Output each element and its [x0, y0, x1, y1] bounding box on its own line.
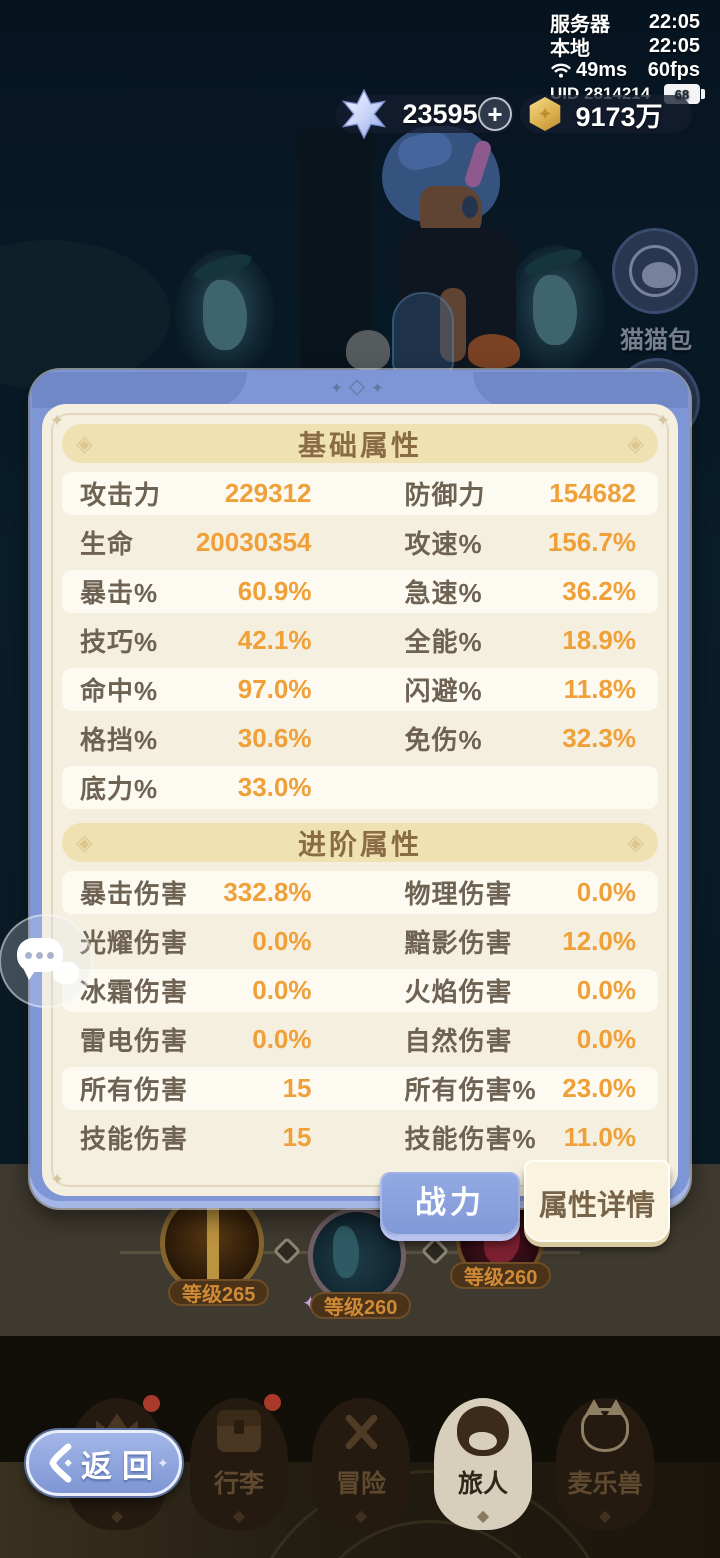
- stat-row: 暴击% 60.9% 急速% 36.2%: [62, 570, 658, 613]
- nav-label-luggage: 行李: [213, 1470, 264, 1498]
- diamond-icon: ◆: [476, 1508, 490, 1525]
- level-badge: 等级260: [310, 1292, 412, 1319]
- crossed-swords-icon: [341, 1410, 381, 1454]
- notification-dot: [264, 1394, 281, 1411]
- diamond-icon: ◈: [627, 431, 644, 456]
- diamond-icon: ◈: [76, 431, 93, 456]
- fox-critter: [468, 334, 520, 368]
- sparkle-icon: ✦: [157, 1454, 169, 1471]
- wifi-icon: [550, 63, 572, 78]
- basic-title: 基础属性: [297, 429, 422, 461]
- pet-slot-1[interactable]: [160, 1191, 264, 1295]
- nav-label-pet: 麦乐兽: [567, 1470, 643, 1498]
- traveler-icon: [457, 1406, 509, 1456]
- stat-row: 生命 20030354 攻速% 156.7%: [80, 527, 636, 559]
- nav-label-traveler: 旅人: [457, 1470, 508, 1498]
- luggage-icon: [217, 1410, 261, 1452]
- diamond-icon: ◈: [76, 830, 93, 855]
- server-time: 22:05: [648, 10, 700, 33]
- diamond-icon: ◆: [232, 1508, 246, 1525]
- stat-row: 格挡% 30.6% 免伤% 32.3%: [80, 723, 636, 755]
- level-badge: 等级265: [168, 1279, 270, 1306]
- nav-label-adventure: 冒险: [335, 1470, 386, 1498]
- diamond-icon: ◆: [598, 1508, 612, 1525]
- tab-attribute-detail[interactable]: 属性详情: [524, 1160, 670, 1242]
- star-currency-pill[interactable]: 23595 +: [336, 89, 514, 139]
- level-badge: 等级260: [450, 1262, 552, 1289]
- fps-value: 60fps: [647, 58, 700, 81]
- stat-row: 底力% 33.0%: [62, 766, 658, 809]
- chat-button[interactable]: [0, 914, 93, 1008]
- stat-row: 暴击伤害 332.8% 物理伤害 0.0%: [62, 871, 658, 914]
- chat-bubble-small-icon: [53, 962, 79, 984]
- ping-value: 49ms: [576, 58, 628, 81]
- dragon-pet-right: [505, 244, 605, 375]
- section-header-advanced: ◈ 进阶属性 ◈: [62, 823, 658, 862]
- local-label: 本地: [550, 37, 590, 60]
- back-label: 返回: [81, 1448, 163, 1484]
- section-header-basic: ◈ 基础属性 ◈: [62, 424, 658, 463]
- diamond-icon: ◈: [627, 830, 644, 855]
- diamond-icon: ◆: [354, 1508, 368, 1525]
- panel-corner-decoration: [32, 372, 247, 408]
- cat-bag-icon: [629, 245, 681, 297]
- stat-row: 雷电伤害 0.0% 自然伤害 0.0%: [80, 1024, 636, 1056]
- chat-dots-icon: [25, 952, 54, 959]
- stat-row: 冰霜伤害 0.0% 火焰伤害 0.0%: [62, 969, 658, 1012]
- nav-item-adventure[interactable]: 冒险 ◆: [312, 1398, 410, 1530]
- nav-item-traveler[interactable]: 旅人 ◆: [434, 1398, 532, 1530]
- star-amount: 23595: [402, 98, 478, 129]
- stat-row: 技巧% 42.1% 全能% 18.9%: [80, 625, 636, 657]
- glass-dome: [392, 292, 454, 372]
- local-time: 22:05: [648, 34, 700, 57]
- advanced-title: 进阶属性: [297, 828, 422, 860]
- notification-dot: [143, 1395, 160, 1412]
- panel-top-diamonds-icon: ✦◇✦: [330, 375, 390, 398]
- cat-icon: [581, 1399, 629, 1452]
- add-star-button[interactable]: +: [478, 97, 512, 131]
- dragon-pet-left: [175, 249, 275, 380]
- stat-row: 技能伤害 15 技能伤害% 11.0%: [80, 1122, 636, 1154]
- coin-currency-pill[interactable]: ✦ 9173万: [520, 95, 692, 133]
- stat-row: 所有伤害 15 所有伤害% 23.0%: [62, 1067, 658, 1110]
- cat-bag-button[interactable]: [612, 228, 698, 314]
- character-eye: [462, 196, 478, 218]
- panel-corner-decoration: [473, 372, 688, 408]
- status-overlay: 服务器 22:05 本地 22:05 49ms 60fps UID 2814214 …: [550, 10, 705, 106]
- stat-row: 光耀伤害 0.0% 黯影伤害 12.0%: [80, 926, 636, 958]
- tab-power[interactable]: 战力: [380, 1172, 520, 1236]
- cat-bag-label: 猫猫包: [620, 327, 692, 354]
- stat-row: 攻击力 229312 防御力 154682: [62, 472, 658, 515]
- back-chevron-icon: [49, 1443, 72, 1483]
- stat-row: 命中% 97.0% 闪避% 11.8%: [62, 668, 658, 711]
- diamond-icon: ◆: [110, 1508, 124, 1525]
- coin-amount: 9173万: [575, 101, 663, 132]
- star-currency-icon: [341, 89, 387, 139]
- nav-item-luggage[interactable]: 行李 ◆: [190, 1394, 288, 1530]
- server-label: 服务器: [550, 13, 610, 36]
- attributes-content[interactable]: ◈ 基础属性 ◈ 攻击力 229312 防御力 154682 生命 20030354 …: [62, 422, 658, 1154]
- white-critter: [346, 330, 390, 370]
- back-button[interactable]: 返回 ✦: [26, 1430, 182, 1496]
- hill-silhouette: [0, 240, 170, 390]
- sparkle-icon: ✦: [50, 1170, 65, 1189]
- nav-item-pet[interactable]: 麦乐兽 ◆: [556, 1398, 654, 1530]
